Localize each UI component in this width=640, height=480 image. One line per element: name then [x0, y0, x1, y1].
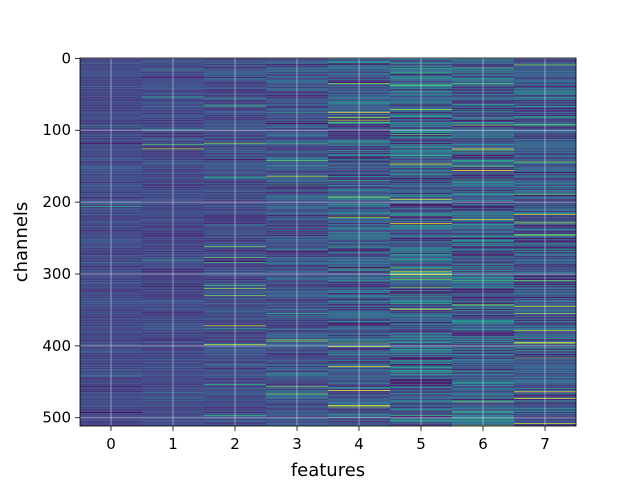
- x-tick-label: 7: [540, 435, 550, 453]
- x-tick-label: 2: [230, 435, 240, 453]
- x-tick-label: 4: [354, 435, 364, 453]
- plot-frame: [79, 57, 577, 427]
- y-tick-label: 0: [61, 49, 71, 67]
- x-tick-label: 6: [478, 435, 488, 453]
- y-tick-label: 100: [42, 121, 71, 139]
- grid-lines: [80, 57, 576, 426]
- heatmap-cells: [80, 58, 577, 427]
- y-tick-label: 400: [42, 337, 71, 355]
- x-tick-label: 1: [168, 435, 178, 453]
- y-tick-label: 200: [42, 193, 71, 211]
- x-axis-label: features: [291, 460, 365, 480]
- x-tick-label: 3: [292, 435, 302, 453]
- y-tick-label: 500: [42, 409, 71, 427]
- x-tick-label: 5: [416, 435, 426, 453]
- x-tick-label: 0: [106, 435, 116, 453]
- y-tick-label: 300: [42, 265, 71, 283]
- x-axis-ticks: 0 1 2 3 4 5 6 7: [106, 426, 550, 453]
- y-axis-label: channels: [11, 202, 32, 283]
- y-axis-ticks: 0 100 200 300 400 500: [42, 49, 80, 427]
